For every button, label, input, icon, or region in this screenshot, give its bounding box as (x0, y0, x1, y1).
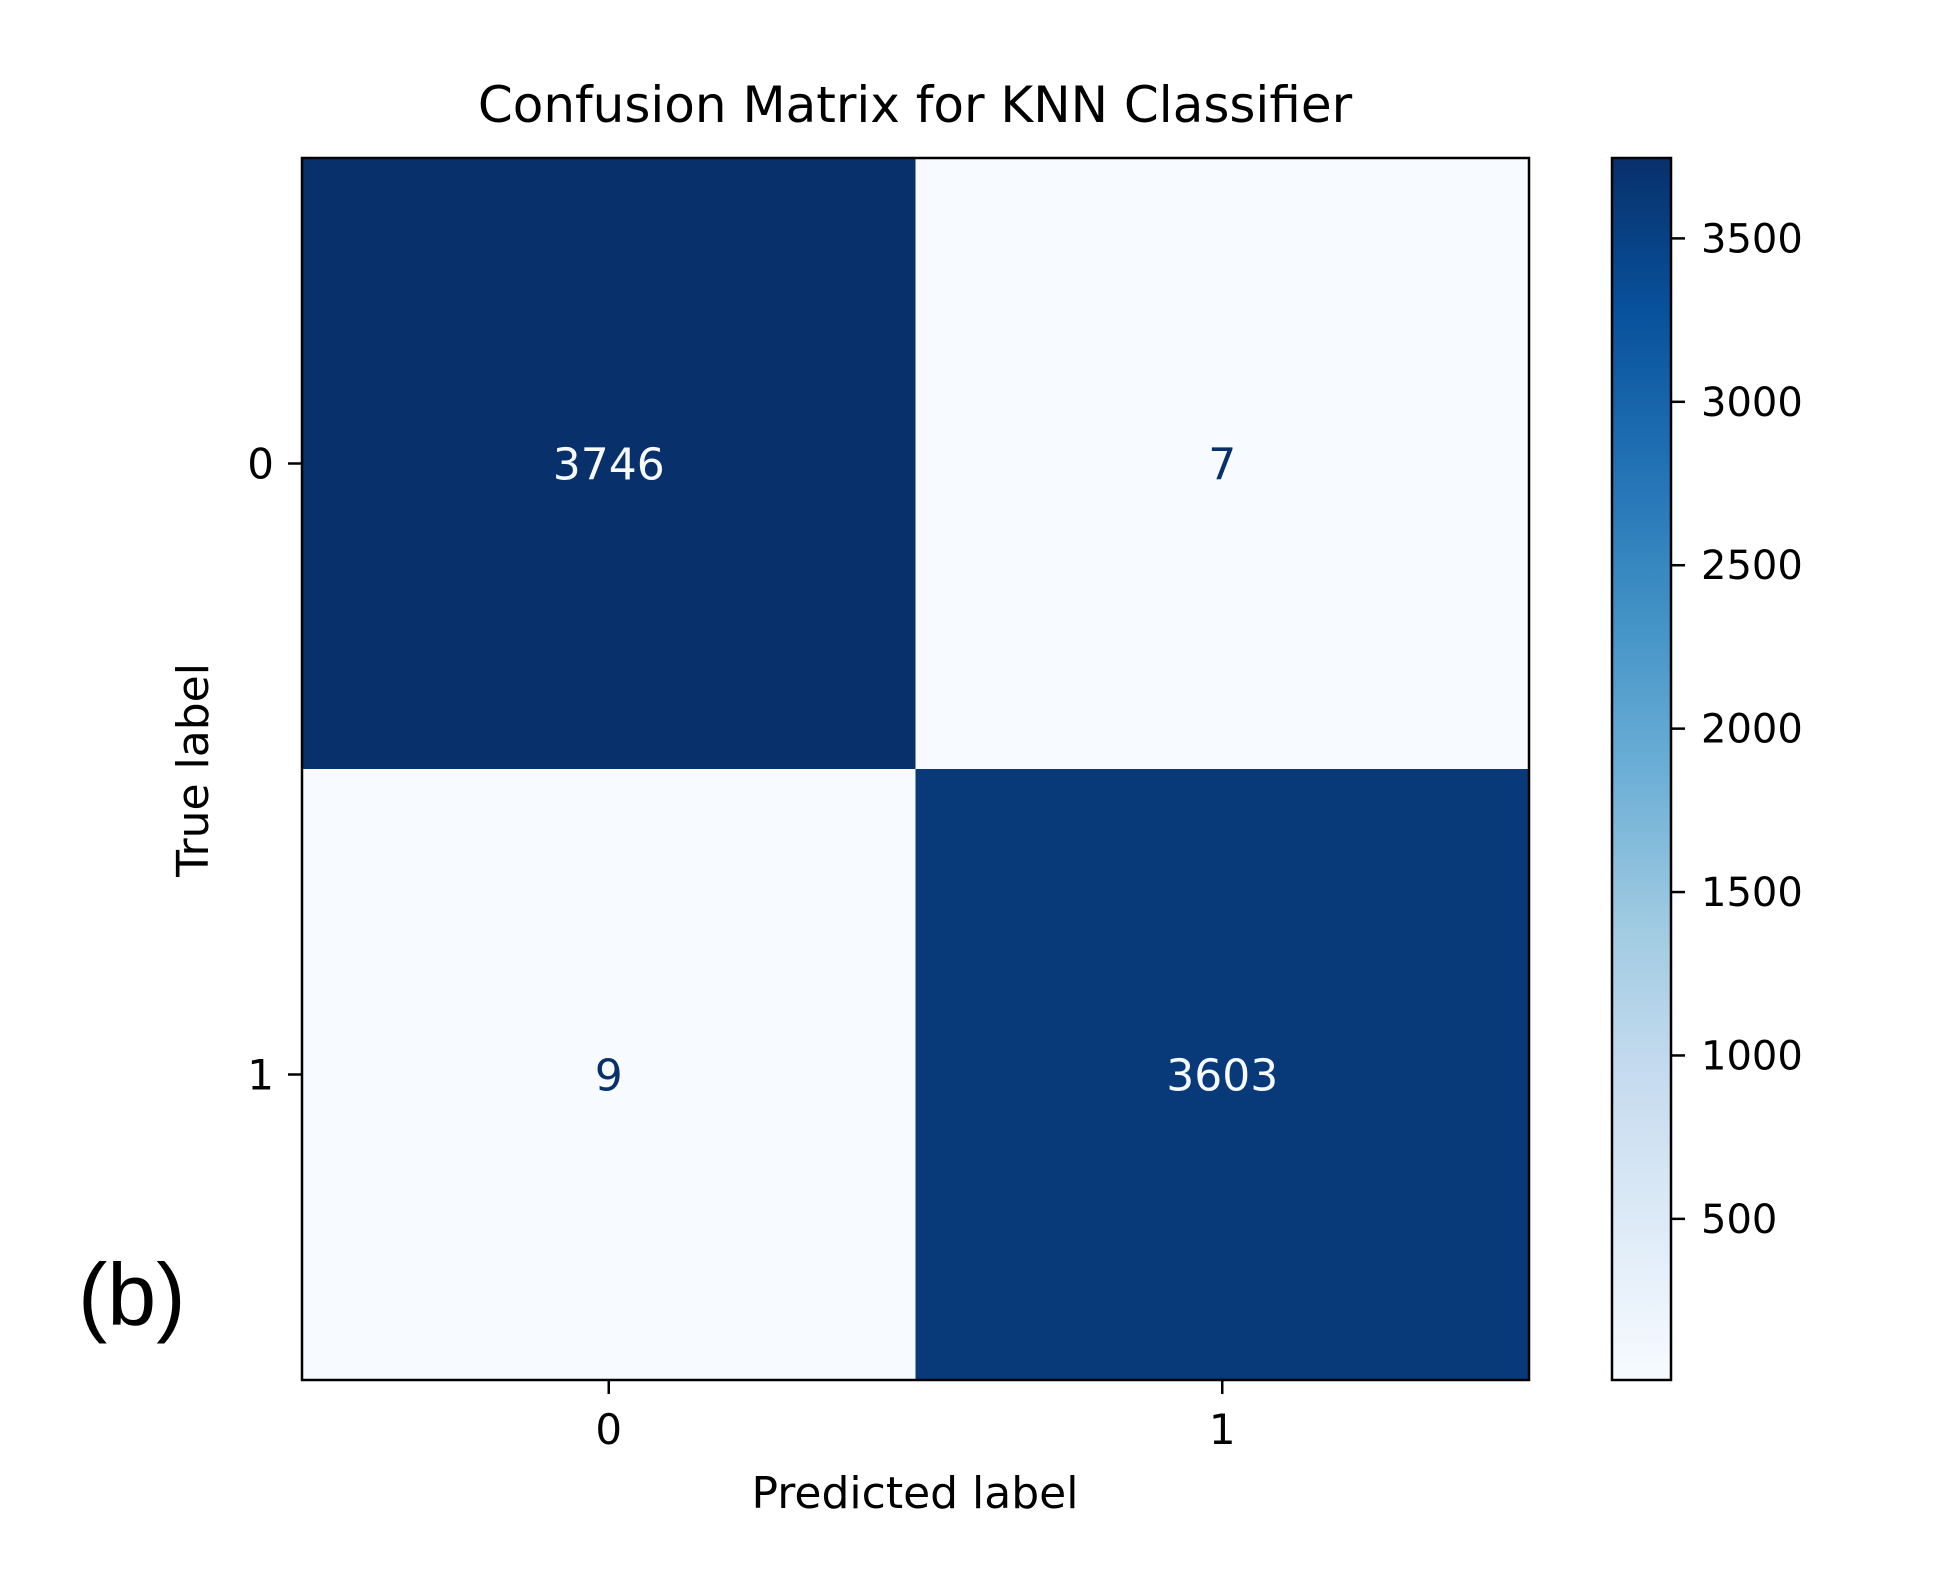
y-tick-label-1: 1 (247, 1051, 274, 1100)
colorbar-gradient (1610, 156, 1673, 1382)
colorbar-tick-label-2000: 2000 (1701, 707, 1803, 753)
x-tick-label-1: 1 (1209, 1405, 1236, 1454)
y-tick-label-0: 0 (247, 440, 274, 489)
x-axis-label: Predicted label (752, 1468, 1079, 1519)
cell-value-label-1-0: 9 (595, 1051, 623, 1102)
colorbar-tick-label-500: 500 (1701, 1197, 1777, 1243)
heatmap-cells: 3746 7 9 3603 (302, 158, 1529, 1380)
y-axis-ticks: 01 (247, 440, 302, 1100)
plot-frame (300, 156, 1531, 1382)
cell-value-label-1-1: 3603 (1166, 1051, 1278, 1102)
panel-label: (b) (78, 1245, 186, 1344)
cell-value-label-0-0: 3746 (553, 440, 665, 491)
heatmap-cell-0-0 (302, 158, 916, 769)
heatmap-cell-1-0 (302, 769, 916, 1380)
heatmap-cell-1-1 (915, 769, 1529, 1380)
colorbar-tick-label-2500: 2500 (1701, 543, 1803, 589)
y-axis-label: True label (168, 663, 219, 878)
cell-value-label-0-1: 7 (1208, 440, 1236, 491)
heatmap-cell-0-1 (915, 158, 1529, 769)
colorbar-tick-label-3000: 3000 (1701, 380, 1803, 426)
chart-title: Confusion Matrix for KNN Classifier (478, 76, 1353, 134)
colorbar-tick-label-1000: 1000 (1701, 1033, 1803, 1079)
colorbar-tick-label-1500: 1500 (1701, 870, 1803, 916)
colorbar-ticks: 500 1000 1500 2000 2500 3000 3500 (1671, 216, 1803, 1243)
x-tick-label-0: 0 (595, 1405, 622, 1454)
colorbar-tick-label-3500: 3500 (1701, 216, 1803, 262)
